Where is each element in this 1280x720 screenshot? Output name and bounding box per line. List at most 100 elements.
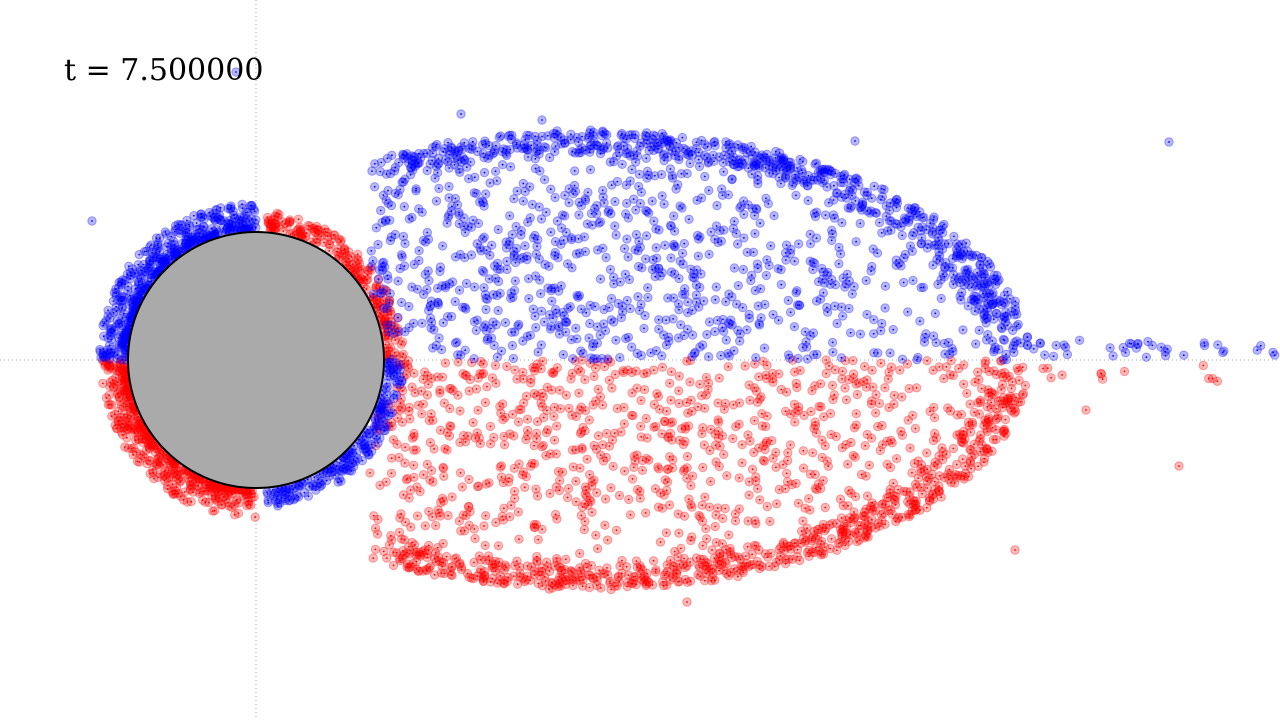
red-particle-core xyxy=(517,421,520,423)
red-particle-core xyxy=(1002,402,1005,405)
red-particle-core xyxy=(1100,373,1103,375)
red-particle-core xyxy=(409,489,412,491)
red-particle-core xyxy=(408,553,411,555)
blue-particle-core xyxy=(672,297,675,299)
red-particle-core xyxy=(535,394,538,397)
red-particle-core xyxy=(678,439,681,442)
red-particle-core xyxy=(892,482,895,485)
red-particle-core xyxy=(1000,372,1003,375)
red-particle-core xyxy=(864,444,867,447)
red-particle-core xyxy=(320,235,323,238)
red-particle-core xyxy=(390,539,393,541)
red-particle-core xyxy=(698,383,701,386)
blue-particle-core xyxy=(493,344,496,347)
red-particle-core xyxy=(797,502,800,505)
red-particle-core xyxy=(815,432,818,434)
red-particle-core xyxy=(900,430,902,433)
blue-particle-core xyxy=(873,185,876,188)
red-particle-core xyxy=(786,480,789,483)
red-particle-core xyxy=(733,555,736,558)
red-particle-core xyxy=(630,414,633,417)
red-particle-core xyxy=(433,448,435,450)
red-particle-core xyxy=(503,507,505,510)
red-particle-core xyxy=(473,561,475,564)
red-particle-core xyxy=(102,382,104,385)
red-particle-core xyxy=(870,505,872,508)
red-particle-core xyxy=(183,491,186,493)
red-particle-core xyxy=(175,486,178,489)
red-particle-core xyxy=(568,407,570,410)
blue-particle-core xyxy=(576,337,578,340)
red-particle-core xyxy=(435,560,438,563)
red-particle-core xyxy=(448,407,451,410)
red-particle-core xyxy=(620,431,622,433)
blue-particle-core xyxy=(707,189,710,192)
blue-particle-core xyxy=(634,209,637,211)
blue-particle-core xyxy=(807,199,809,202)
blue-particle-core xyxy=(440,348,443,351)
red-particle-core xyxy=(505,365,508,368)
red-particle-core xyxy=(473,528,476,530)
red-particle-core xyxy=(427,510,430,513)
red-particle-core xyxy=(478,437,481,439)
blue-particle-core xyxy=(832,199,835,201)
red-particle-core xyxy=(221,485,223,488)
red-particle-core xyxy=(405,373,408,376)
red-particle-core xyxy=(940,496,943,499)
red-particle-core xyxy=(489,425,492,428)
red-particle-core xyxy=(400,397,403,400)
red-particle-core xyxy=(807,497,810,500)
red-particle-core xyxy=(416,515,419,517)
red-particle-core xyxy=(426,556,429,559)
red-particle-core xyxy=(519,572,521,574)
red-particle-core xyxy=(233,513,236,516)
red-particle-core xyxy=(859,524,862,527)
red-particle-core xyxy=(542,416,545,419)
red-particle-core xyxy=(412,548,415,551)
red-particle-core xyxy=(612,465,615,468)
red-particle-core xyxy=(847,489,850,492)
blue-particle-core xyxy=(872,318,875,321)
red-particle-core xyxy=(606,539,609,541)
red-particle-core xyxy=(909,490,911,493)
red-particle-core xyxy=(686,601,688,603)
red-particle-core xyxy=(636,488,639,491)
red-particle-core xyxy=(423,371,426,373)
blue-particle-core xyxy=(724,300,727,303)
blue-particle-core xyxy=(536,245,538,248)
red-particle-core xyxy=(845,525,848,528)
red-particle-core xyxy=(824,546,826,548)
red-particle-core xyxy=(778,548,781,551)
red-particle-core xyxy=(282,230,285,233)
red-particle-core xyxy=(503,435,505,438)
red-particle-core xyxy=(715,514,717,516)
red-particle-core xyxy=(570,378,572,380)
red-particle-core xyxy=(701,520,704,523)
red-particle-core xyxy=(172,493,175,496)
red-particle-core xyxy=(631,582,634,585)
red-particle-core xyxy=(684,440,686,443)
blue-particle-core xyxy=(534,275,537,277)
red-particle-core xyxy=(408,410,410,413)
red-particle-core xyxy=(953,482,956,484)
red-particle-core xyxy=(398,557,401,560)
red-particle-core xyxy=(697,405,699,408)
red-particle-core xyxy=(983,457,986,460)
red-particle-core xyxy=(289,233,292,236)
blue-particle-core xyxy=(683,242,686,245)
red-particle-core xyxy=(579,409,581,411)
red-particle-core xyxy=(227,502,229,504)
red-particle-core xyxy=(392,551,395,554)
red-particle-core xyxy=(689,359,692,362)
red-particle-core xyxy=(950,359,953,362)
blue-particle-core xyxy=(645,157,648,160)
red-particle-core xyxy=(769,520,771,523)
red-particle-core xyxy=(764,425,767,428)
red-particle-core xyxy=(718,465,721,468)
red-particle-core xyxy=(858,539,861,542)
blue-particle-core xyxy=(880,232,883,234)
red-particle-core xyxy=(516,560,518,562)
red-particle-core xyxy=(747,520,749,522)
red-particle-core xyxy=(853,516,856,519)
